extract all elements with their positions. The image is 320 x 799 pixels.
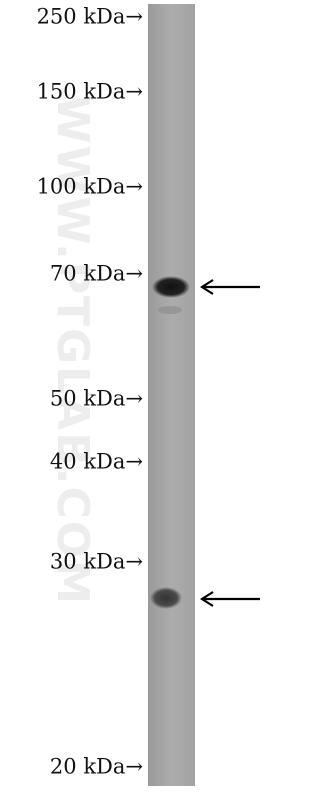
- blot-figure: WWW.PTGLAB.COM 250 kDa→ 150 kDa→ 100 kDa→ 7…: [37, 4, 260, 786]
- marker-label: 20 kDa→: [50, 755, 143, 779]
- band-arrow: [199, 591, 260, 607]
- band: [150, 587, 182, 609]
- marker-label: 30 kDa→: [50, 550, 143, 574]
- band: [152, 276, 190, 298]
- marker-label: 150 kDa→: [37, 80, 143, 104]
- marker-label: 40 kDa→: [50, 450, 143, 474]
- band-arrow: [199, 279, 260, 295]
- marker-label: 250 kDa→: [37, 5, 143, 29]
- blot-image: WWW.PTGLAB.COM 250 kDa→ 150 kDa→ 100 kDa→ 7…: [37, 4, 260, 786]
- gel-lane: [148, 4, 195, 786]
- marker-label: 100 kDa→: [37, 175, 143, 199]
- marker-label: 70 kDa→: [50, 262, 143, 286]
- watermark: WWW.PTGLAB.COM: [47, 95, 98, 606]
- marker-label: 50 kDa→: [50, 387, 143, 411]
- band-faint: [158, 306, 182, 314]
